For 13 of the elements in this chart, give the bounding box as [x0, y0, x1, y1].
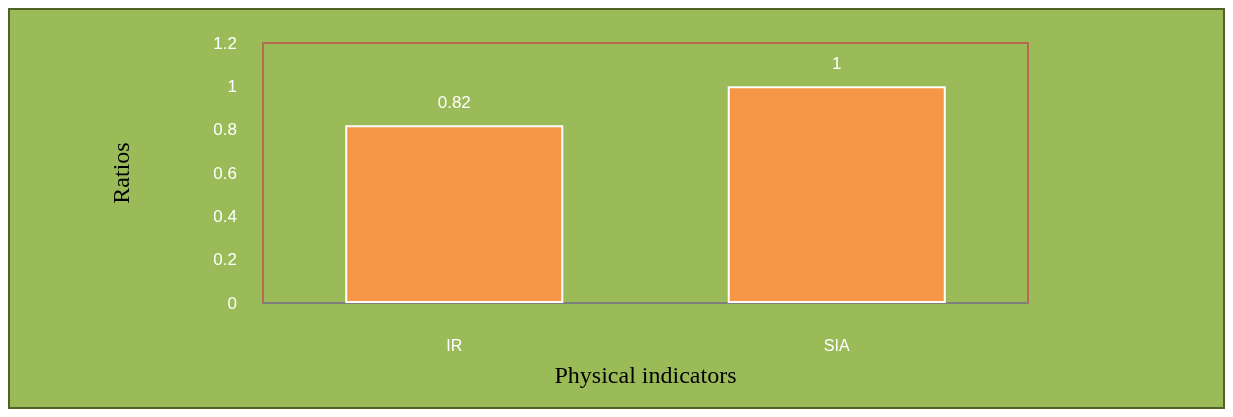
y-tick-label: 0.8 — [213, 120, 237, 140]
x-tick-label: IR — [446, 336, 463, 354]
x-axis-title: Physical indicators — [554, 362, 737, 388]
y-axis-title: Ratios — [108, 142, 134, 204]
y-tick-label: 0 — [227, 293, 237, 313]
y-tick-label: 1.2 — [213, 33, 237, 53]
y-tick-label: 0.2 — [213, 250, 237, 270]
y-tick-label: 0.6 — [213, 163, 237, 183]
y-tick-label: 1 — [227, 76, 237, 96]
data-label: 0.82 — [437, 93, 471, 113]
x-tick-label: SIA — [823, 336, 850, 354]
data-label: 1 — [832, 54, 842, 74]
y-tick-label: 0.4 — [213, 206, 237, 226]
